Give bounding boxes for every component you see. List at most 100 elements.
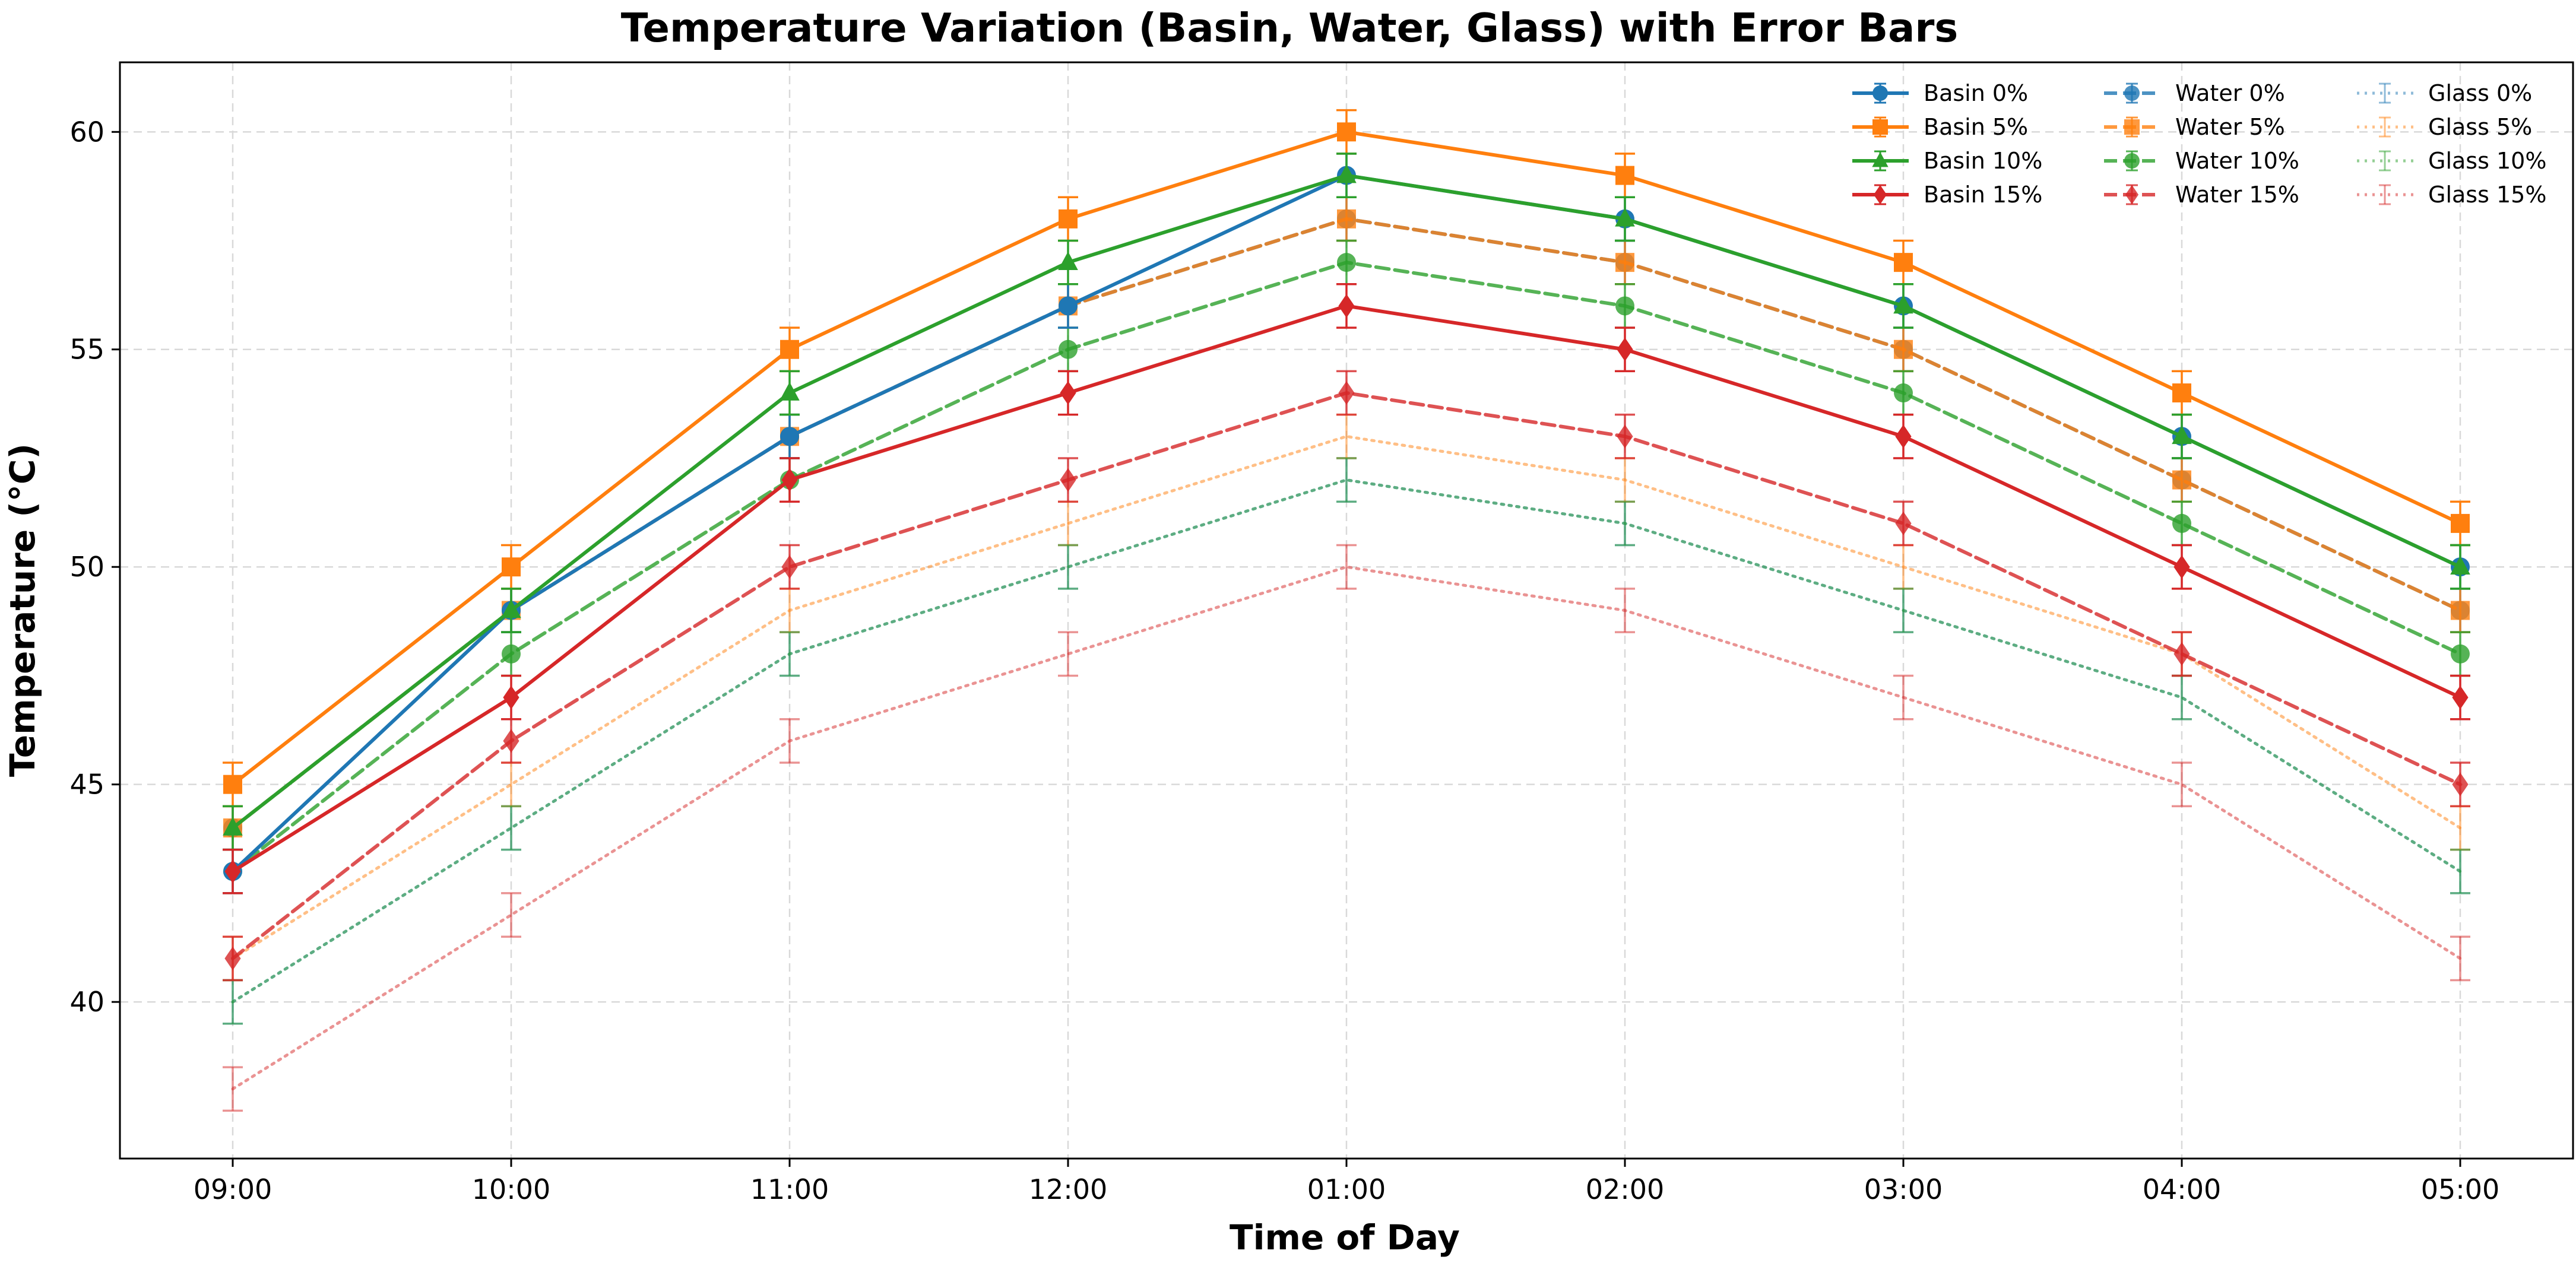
legend-label: Glass 10% xyxy=(2428,148,2546,174)
data-point xyxy=(223,817,243,836)
data-point xyxy=(1338,294,1355,318)
data-point xyxy=(1894,253,1913,272)
legend-entry: Glass 0% xyxy=(2357,80,2532,106)
series-layer xyxy=(223,109,2470,1112)
series-line xyxy=(231,565,2462,1091)
legend-label: Glass 15% xyxy=(2428,182,2546,208)
legend-entry: Basin 0% xyxy=(1852,80,2028,106)
legend-label: Water 15% xyxy=(2175,182,2299,208)
data-point xyxy=(1615,253,1634,272)
legend-marker xyxy=(1872,85,1888,101)
x-tick-label: 04:00 xyxy=(2143,1173,2222,1205)
data-point xyxy=(1615,166,1634,185)
legend-label: Water 5% xyxy=(2175,114,2285,140)
data-point xyxy=(224,859,241,884)
data-point xyxy=(1894,339,1913,359)
chart-title: Temperature Variation (Basin, Water, Gla… xyxy=(621,5,1959,51)
legend-entry: Glass 15% xyxy=(2357,182,2546,208)
x-tick-label: 03:00 xyxy=(1864,1173,1943,1205)
legend-entry: Water 5% xyxy=(2104,114,2285,140)
data-point xyxy=(2451,644,2470,664)
x-tick-label: 11:00 xyxy=(750,1173,829,1205)
data-point xyxy=(2172,383,2191,403)
legend-label: Basin 0% xyxy=(1924,80,2028,106)
axis-layer: 09:00 10:00 11:00 12:00 01:00 02:00 03:00 04:00… xyxy=(69,116,2499,1205)
data-point xyxy=(1059,296,1078,316)
data-point xyxy=(1615,208,1635,227)
legend-marker xyxy=(2124,153,2140,169)
data-point xyxy=(2172,470,2191,490)
x-tick-label: 05:00 xyxy=(2421,1173,2500,1205)
data-point xyxy=(1059,209,1078,229)
data-point xyxy=(1895,511,1912,535)
y-axis-label: Temperature (°C) xyxy=(2,443,43,777)
series-line xyxy=(231,478,2462,1004)
data-point xyxy=(2173,642,2190,666)
legend-label: Basin 15% xyxy=(1924,182,2042,208)
y-tick-label: 60 xyxy=(69,116,104,148)
data-point xyxy=(1895,424,1912,449)
legend-label: Glass 5% xyxy=(2428,114,2532,140)
legend-entry: Glass 10% xyxy=(2357,148,2546,174)
data-point xyxy=(223,775,242,794)
series-glass-15 xyxy=(223,544,2470,1112)
y-tick-label: 50 xyxy=(69,551,104,583)
data-point xyxy=(1893,295,1913,314)
data-point xyxy=(1617,424,1633,449)
y-tick-label: 45 xyxy=(69,769,104,801)
y-tick-label: 40 xyxy=(69,986,104,1018)
data-point xyxy=(1060,468,1076,492)
legend-entry: Glass 5% xyxy=(2357,114,2532,140)
data-point xyxy=(1617,337,1633,361)
data-point xyxy=(2172,425,2192,445)
data-point xyxy=(1337,122,1356,142)
series-water-15 xyxy=(223,370,2470,982)
legend-label: Water 0% xyxy=(2175,80,2285,106)
legend-marker xyxy=(2124,85,2140,101)
data-point xyxy=(1337,209,1356,229)
legend-entry: Basin 5% xyxy=(1852,114,2028,140)
data-point xyxy=(1615,296,1634,316)
data-point xyxy=(2452,772,2469,796)
x-tick-label: 02:00 xyxy=(1586,1173,1665,1205)
data-point xyxy=(781,468,798,492)
x-tick-label: 09:00 xyxy=(194,1173,273,1205)
series-basin-5 xyxy=(223,109,2470,808)
series-line xyxy=(231,434,2462,960)
data-point xyxy=(502,557,521,577)
data-point xyxy=(503,729,519,753)
legend-marker xyxy=(2124,119,2140,135)
data-point xyxy=(224,946,241,970)
series-basin-10 xyxy=(223,153,2470,851)
legend-marker xyxy=(1872,119,1888,135)
data-point xyxy=(2451,601,2470,620)
data-point xyxy=(780,427,799,446)
legend-entry: Basin 15% xyxy=(1852,182,2042,208)
data-point xyxy=(781,555,798,579)
legend: Basin 0% Basin 5% Basin 10% Basin 15% Water … xyxy=(1852,80,2546,208)
legend-marker xyxy=(2125,185,2139,205)
x-tick-label: 01:00 xyxy=(1307,1173,1386,1205)
data-point xyxy=(1059,339,1078,359)
data-point xyxy=(1060,381,1076,405)
legend-label: Basin 5% xyxy=(1924,114,2028,140)
x-tick-label: 12:00 xyxy=(1029,1173,1108,1205)
data-point xyxy=(501,599,521,618)
legend-label: Basin 10% xyxy=(1924,148,2042,174)
legend-entry: Water 0% xyxy=(2104,80,2285,106)
data-point xyxy=(2451,513,2470,533)
data-point xyxy=(1337,253,1356,272)
data-point xyxy=(2452,686,2469,710)
legend-label: Water 10% xyxy=(2175,148,2299,174)
data-point xyxy=(1894,383,1913,403)
data-point xyxy=(1338,381,1355,405)
data-point xyxy=(502,644,521,664)
data-point xyxy=(2172,513,2191,533)
legend-entry: Water 15% xyxy=(2104,182,2299,208)
y-tick-label: 55 xyxy=(69,334,104,366)
data-point xyxy=(503,686,519,710)
legend-label: Glass 0% xyxy=(2428,80,2532,106)
x-tick-label: 10:00 xyxy=(472,1173,551,1205)
data-point xyxy=(780,339,799,359)
